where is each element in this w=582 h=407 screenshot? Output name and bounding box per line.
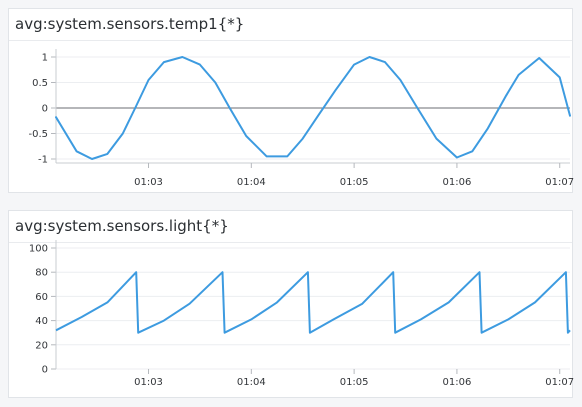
series-line bbox=[55, 56, 571, 160]
temp-timeseries-chart[interactable]: 1 0.5 0 -0.5 -1 01:03 01:04 01:05 01:06 01:07 bbox=[9, 9, 574, 194]
temp-widget-title: avg:system.sensors.temp1{*} bbox=[15, 15, 245, 33]
light-widget-title: avg:system.sensors.light{*} bbox=[15, 217, 229, 235]
x-tick-label: 01:05 bbox=[340, 177, 369, 188]
temp-widget-divider bbox=[9, 40, 572, 41]
x-tick-label: 01:03 bbox=[134, 377, 163, 388]
y-tick-label: 0 bbox=[42, 104, 48, 115]
y-tick-label: 40 bbox=[35, 316, 48, 327]
light-widget-divider bbox=[9, 242, 572, 243]
temp-widget-panel[interactable]: avg:system.sensors.temp1{*} 1 0.5 0 -0.5 -1 0… bbox=[8, 8, 574, 194]
y-tick-label: 60 bbox=[35, 292, 48, 303]
x-tick-label: 01:04 bbox=[237, 177, 266, 188]
x-tick-label: 01:05 bbox=[340, 377, 369, 388]
y-tick-label: 80 bbox=[35, 268, 48, 279]
x-tick-label: 01:04 bbox=[237, 377, 266, 388]
x-tick-label: 01:06 bbox=[443, 377, 472, 388]
series-line bbox=[55, 271, 571, 334]
light-timeseries-chart[interactable]: 100 80 60 40 20 0 01:03 01:04 01:05 01:06 01:07 bbox=[9, 211, 574, 399]
y-tick-label: 0 bbox=[42, 365, 48, 376]
y-tick-label: 100 bbox=[29, 244, 48, 255]
light-widget-panel[interactable]: avg:system.sensors.light{*} 100 80 60 40 20 0… bbox=[8, 210, 574, 399]
x-tick-label: 01:03 bbox=[134, 177, 163, 188]
y-tick-label: 20 bbox=[35, 340, 48, 351]
x-tick-label: 01:06 bbox=[443, 177, 472, 188]
x-tick-label: 01:07 bbox=[545, 377, 574, 388]
x-tick-label: 01:07 bbox=[545, 177, 574, 188]
y-tick-label: -0.5 bbox=[28, 129, 48, 140]
y-tick-label: 0.5 bbox=[32, 78, 48, 89]
y-tick-label: 1 bbox=[42, 53, 48, 64]
y-tick-label: -1 bbox=[38, 155, 48, 166]
